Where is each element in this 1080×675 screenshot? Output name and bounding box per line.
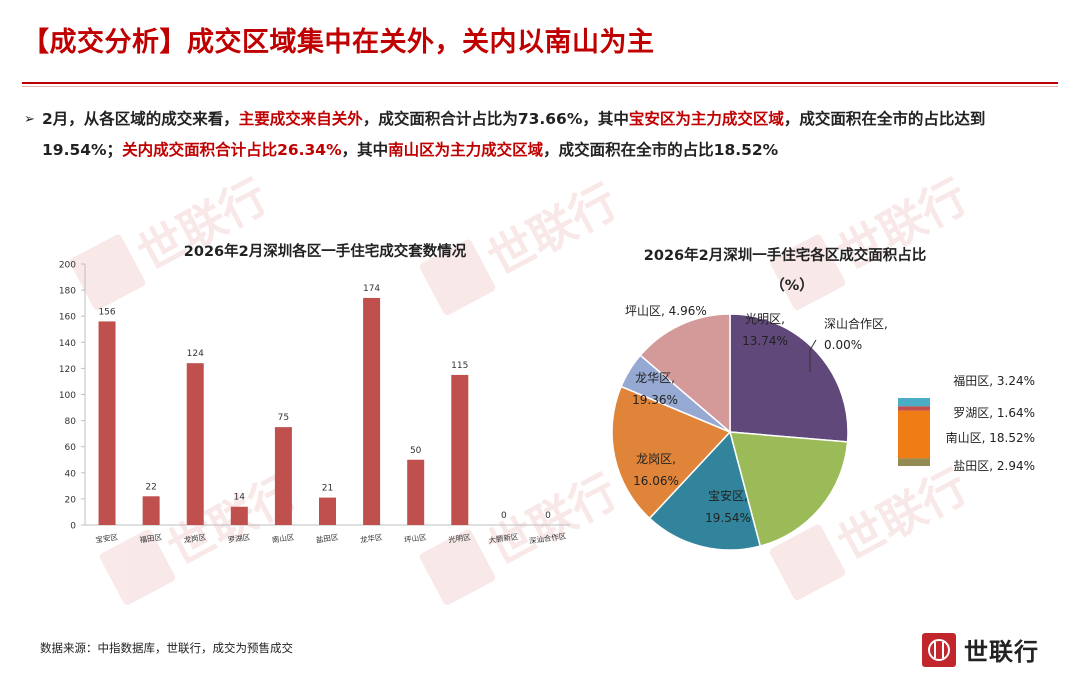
x-tick-label: 罗湖区 — [227, 532, 251, 544]
y-tick-label: 100 — [59, 391, 76, 401]
pie-slice — [648, 430, 762, 551]
summary-highlight: 宝安区为主力成交区域 — [628, 110, 784, 128]
bar-value-label: 14 — [234, 493, 246, 503]
bar — [142, 496, 160, 525]
summary-text: ，成交面积合计占比为73.66%，其中 — [362, 110, 629, 128]
pie-slice-label: 深山合作区, — [824, 316, 888, 331]
logo-text: 世联行 — [964, 638, 1039, 666]
x-tick-label: 坪山区 — [403, 531, 427, 544]
summary-highlight: 主要成交来自关外 — [238, 110, 363, 128]
page-title: 【成交分析】成交区域集中在关外，关内以南山为主 — [22, 27, 655, 58]
y-tick-label: 120 — [59, 365, 76, 375]
x-tick-label: 龙华区 — [359, 531, 383, 544]
pie-slice-value: 13.74% — [742, 334, 788, 348]
x-tick-label: 大鹏新区 — [488, 531, 520, 545]
summary-highlight: 南山区为主力成交区域 — [388, 141, 544, 159]
bar — [319, 497, 336, 525]
pie-slice-label: 宝安区, — [708, 488, 748, 503]
breakout-label: 南山区, 18.52% — [946, 430, 1035, 445]
bar — [274, 427, 292, 525]
bar-value-label: 75 — [278, 413, 289, 423]
bar-value-label: 156 — [98, 307, 115, 317]
x-tick-label: 盐田区 — [315, 531, 339, 544]
y-tick-label: 200 — [59, 261, 76, 271]
pie-slice-value: 19.36% — [632, 393, 678, 407]
breakout-label: 福田区, 3.24% — [953, 373, 1035, 388]
bullet-arrow-icon: ➢ — [24, 112, 35, 127]
summary-text: ，成交面积在全市的占比达到19.54%； — [42, 110, 986, 159]
y-tick-label: 20 — [65, 495, 77, 505]
breakout-label: 罗湖区, 1.64% — [953, 405, 1035, 420]
pie-slice-label: 坪山区, 4.96% — [625, 304, 707, 318]
breakout-segment — [898, 406, 930, 411]
pie-chart-subtitle: （%） — [770, 276, 814, 294]
bar-value-label: 0 — [501, 511, 507, 521]
bar — [363, 297, 381, 525]
breakout-label: 盐田区, 2.94% — [953, 459, 1035, 473]
bar — [230, 506, 248, 525]
bar-value-label: 50 — [410, 446, 422, 456]
bar — [407, 459, 425, 525]
y-tick-label: 180 — [59, 287, 76, 297]
pie-leader-line — [809, 339, 817, 372]
y-tick-label: 80 — [65, 417, 77, 427]
pie-slice-value: 19.54% — [705, 511, 751, 525]
breakout-segment — [898, 410, 930, 459]
bar-value-label: 0 — [545, 511, 551, 521]
bar-value-label: 174 — [363, 284, 380, 294]
x-tick-label: 福田区 — [139, 532, 163, 544]
bar-value-label: 21 — [322, 484, 333, 494]
logo-icon — [922, 632, 956, 667]
bar-value-label: 124 — [187, 349, 204, 359]
title-divider — [22, 82, 1058, 84]
x-tick-label: 宝安区 — [95, 531, 119, 544]
bar-value-label: 22 — [145, 482, 156, 492]
x-tick-label: 深汕合作区 — [528, 530, 567, 545]
summary-text: ，成交面积在全市的占比18.52% — [543, 141, 779, 159]
bar — [186, 363, 204, 525]
x-tick-label: 南山区 — [271, 531, 295, 544]
bar — [98, 321, 116, 525]
pie-slice-value: 16.06% — [633, 474, 679, 488]
y-tick-label: 160 — [59, 313, 76, 323]
y-tick-label: 0 — [70, 522, 76, 532]
y-tick-label: 40 — [65, 469, 77, 479]
bar-chart: 2026年2月深圳各区一手住宅成交套数情况0204060801001201401… — [59, 242, 570, 546]
summary-text: 2月，从各区域的成交来看， — [42, 110, 239, 128]
pie-slice-value: 0.00% — [824, 338, 862, 352]
pie-slice — [729, 313, 849, 443]
pie-slice — [729, 431, 849, 547]
bar-value-label: 115 — [451, 361, 468, 371]
pie-slice — [639, 313, 731, 434]
y-tick-label: 140 — [59, 339, 76, 349]
bar — [451, 374, 469, 525]
summary-paragraph: ➢ 2月，从各区域的成交来看，主要成交来自关外，成交面积合计占比为73.66%，… — [24, 104, 1052, 166]
pie-chart-title: 2026年2月深圳一手住宅各区成交面积占比 — [644, 246, 926, 264]
summary-text: ，其中 — [341, 141, 389, 159]
data-source-note: 数据来源：中指数据库，世联行，成交为预售成交 — [40, 641, 293, 655]
pie-slice-label: 光明区, — [745, 312, 785, 326]
pie-chart: 2026年2月深圳一手住宅各区成交面积占比 （%） 深山合作区, 0.00% 宝安区, 1… — [611, 246, 1035, 551]
y-tick-label: 60 — [65, 443, 77, 453]
x-tick-label: 龙岗区 — [183, 531, 207, 544]
company-logo: 世联行 — [922, 632, 1039, 667]
title-divider-thin — [22, 86, 1058, 87]
pie-slice — [611, 385, 732, 520]
bar-chart-title: 2026年2月深圳各区一手住宅成交套数情况 — [184, 242, 467, 260]
summary-highlight: 关内成交面积合计占比26.34% — [122, 141, 342, 159]
breakout-segment — [898, 398, 930, 407]
pie-slice-label: 龙岗区, — [636, 452, 676, 466]
breakout-segment — [898, 458, 930, 466]
x-tick-label: 光明区 — [448, 531, 472, 544]
pie-slice-label: 龙华区, — [635, 371, 675, 385]
